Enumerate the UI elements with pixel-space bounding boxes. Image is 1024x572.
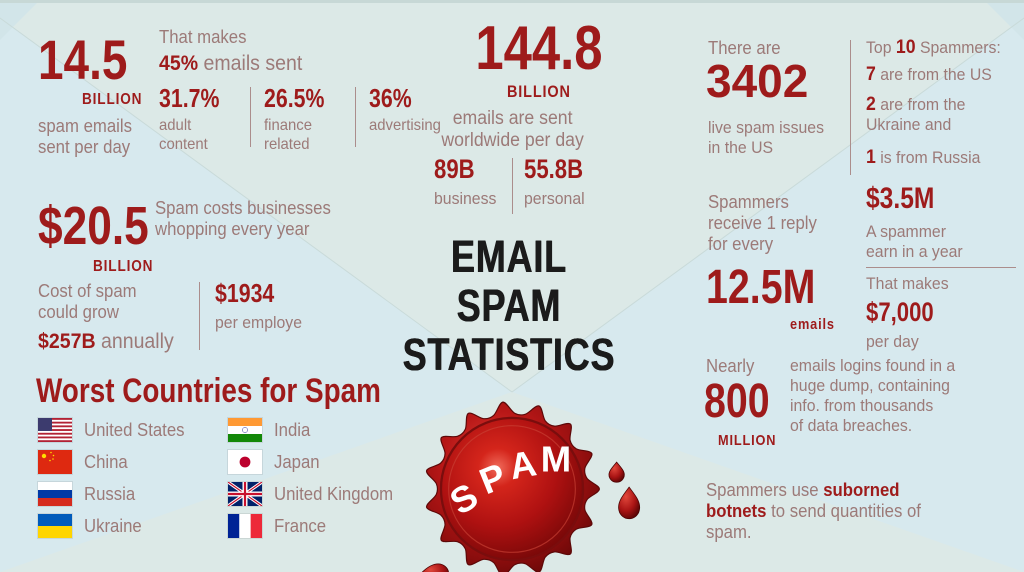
svg-text:M: M [541, 439, 571, 480]
